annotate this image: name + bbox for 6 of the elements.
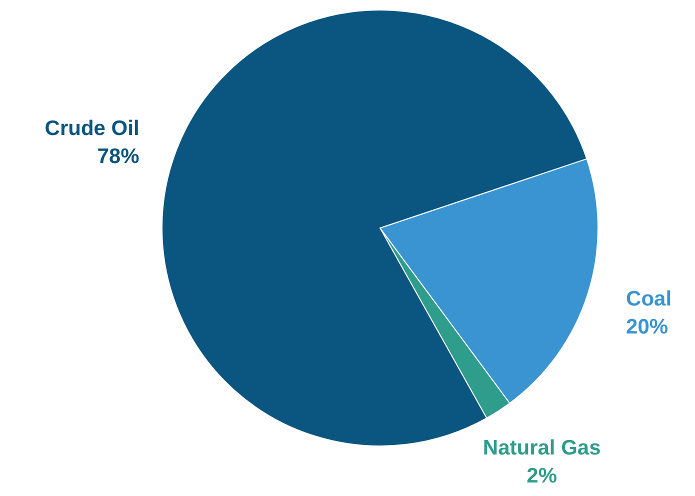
data-label: 2% [526,464,558,488]
data-label: 78% [97,145,140,168]
slice-label: Natural Gas [482,436,601,460]
slice-label: Crude Oil [44,117,140,140]
slice-label: Coal [626,288,672,311]
data-label: 20% [626,316,668,339]
